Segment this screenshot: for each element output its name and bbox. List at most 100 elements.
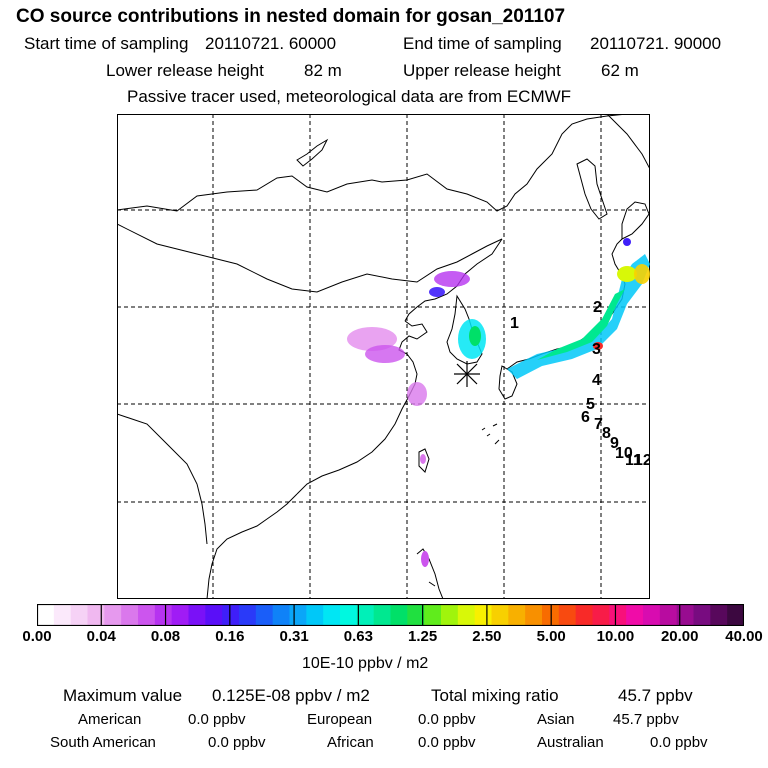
- lake-baikal: [296, 138, 329, 167]
- colorbar-segment: [710, 604, 728, 626]
- colorbar-tick-label: 0.00: [22, 628, 52, 645]
- trajectory-marker: 11: [625, 452, 642, 469]
- region-value: 0.0 ppbv: [188, 711, 246, 728]
- trajectory-marker: 4: [592, 372, 601, 389]
- map-panel: 1 2 3 4 5 6 7 8 9 10 11 12: [117, 114, 650, 599]
- plume-taiwan: [420, 454, 426, 464]
- lower-release-value: 82 m: [304, 61, 342, 80]
- plume-japan: [507, 254, 650, 379]
- max-value: 0.125E-08 ppbv / m2: [212, 686, 370, 705]
- region-value: 0.0 ppbv: [650, 734, 708, 751]
- colorbar-segment: [693, 604, 711, 626]
- colorbar-segment: [154, 604, 173, 626]
- start-time-label: Start time of sampling: [24, 34, 189, 53]
- colorbar-tick-label: 0.31: [279, 628, 309, 645]
- colorbar-segment: [609, 604, 627, 626]
- colorbar-segment: [727, 604, 744, 626]
- region-name: Asian: [537, 711, 575, 728]
- region-name: American: [78, 711, 142, 728]
- colorbar-segment: [272, 604, 291, 626]
- colorbar-tick-label: 10.00: [596, 628, 635, 645]
- colorbar-segment: [239, 604, 257, 626]
- trajectory-marker: 6: [581, 409, 590, 426]
- receptor-marker: [454, 361, 480, 387]
- plume-japan-core: [537, 289, 625, 360]
- end-time-label: End time of sampling: [403, 34, 562, 53]
- colorbar-segment: [53, 604, 72, 626]
- tracer-note: Passive tracer used, meteorological data…: [127, 87, 572, 106]
- colorbar-tick-label: 20.00: [660, 628, 699, 645]
- trajectory-marker: 5: [586, 396, 595, 413]
- colorbar-segment: [306, 604, 324, 626]
- china-north-coast: [404, 238, 503, 322]
- region-value: 0.0 ppbv: [208, 734, 266, 751]
- colorbar-segment: [70, 604, 89, 626]
- colorbar-segment: [424, 604, 442, 626]
- colorbar-segment: [289, 604, 307, 626]
- colorbar-segment: [188, 604, 206, 626]
- region-name: African: [327, 734, 374, 751]
- colorbar-segment: [508, 604, 526, 626]
- trajectory-marker: 3: [592, 341, 601, 358]
- colorbar-segment: [138, 604, 156, 626]
- colorbar-segment: [558, 604, 577, 626]
- colorbar-segment: [373, 604, 392, 626]
- colorbar-tick-label: 40.00: [725, 628, 763, 645]
- trajectory-marker: 7: [594, 416, 603, 433]
- start-time-value: 20110721. 60000: [205, 34, 337, 53]
- trajectory-marker: 1: [510, 315, 519, 332]
- colorbar-tick-label: 0.16: [215, 628, 245, 645]
- trajectory-marker: 10: [615, 445, 633, 462]
- region-value: 0.0 ppbv: [418, 734, 476, 751]
- colorbar-border: [37, 604, 744, 626]
- upper-release-label: Upper release height: [403, 61, 561, 80]
- colorbar-segment: [407, 604, 425, 626]
- russia-border: [117, 114, 628, 212]
- colorbar-segment: [676, 604, 695, 626]
- colorbar-segment: [121, 604, 139, 626]
- concentration-field: [347, 238, 650, 567]
- lower-release-label: Lower release height: [106, 61, 264, 80]
- mongolia-border: [117, 223, 503, 293]
- japan-hokkaido: [621, 201, 650, 240]
- inner-border: [117, 413, 208, 545]
- philippines: [416, 548, 444, 599]
- colorbar-segment: [205, 604, 223, 626]
- total-mixing-label: Total mixing ratio: [431, 686, 559, 705]
- taiwan: [418, 448, 430, 473]
- sakhalin: [576, 158, 608, 220]
- colorbar-segment: [222, 604, 240, 626]
- plume-shandong: [407, 382, 427, 406]
- plume-japan-peak: [593, 342, 603, 350]
- colorbar-segment: [525, 604, 543, 626]
- colorbar-tick-label: 5.00: [536, 628, 566, 645]
- colorbar: [37, 604, 744, 626]
- upper-release-value: 62 m: [601, 61, 639, 80]
- plume-korea-core: [469, 326, 481, 346]
- plume-manchuria: [434, 271, 470, 287]
- colorbar-segment: [491, 604, 509, 626]
- plume-philippines: [421, 551, 429, 567]
- region-value: 45.7 ppbv: [613, 711, 679, 728]
- colorbar-segment: [626, 604, 644, 626]
- chart-title: CO source contributions in nested domain…: [16, 6, 566, 27]
- colorbar-tick-label: 0.63: [343, 628, 373, 645]
- region-value: 0.0 ppbv: [418, 711, 476, 728]
- colorbar-segment: [474, 604, 493, 626]
- plume-central-china: [365, 345, 405, 363]
- colorbar-tick-label: 0.04: [86, 628, 116, 645]
- trajectory-marker: 8: [602, 425, 611, 442]
- colorbar-segment: [643, 604, 661, 626]
- colorbar-segment: [592, 604, 610, 626]
- colorbar-units: 10E-10 ppbv / m2: [302, 655, 429, 672]
- trajectory-marker: 2: [593, 299, 602, 316]
- colorbar-segment: [323, 604, 341, 626]
- colorbar-tick-label: 1.25: [408, 628, 438, 645]
- plume-north: [429, 287, 445, 297]
- max-value-label: Maximum value: [63, 686, 183, 705]
- region-name: European: [307, 711, 373, 728]
- south-china-coast: [206, 493, 298, 599]
- trajectory-marker: 9: [610, 435, 619, 452]
- colorbar-segment: [255, 604, 274, 626]
- kamchatka: [606, 114, 650, 170]
